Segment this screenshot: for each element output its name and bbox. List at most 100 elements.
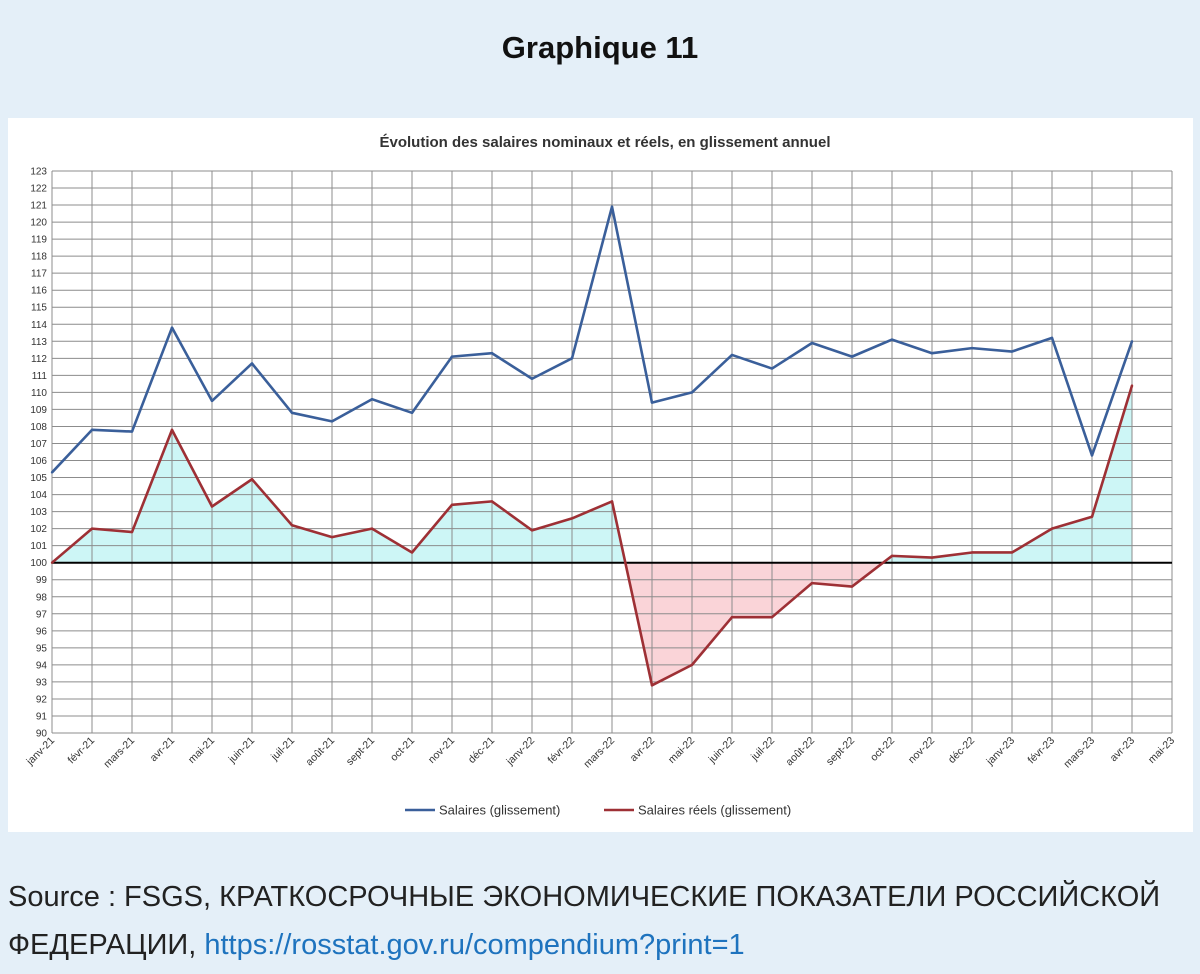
series-1-point <box>1010 350 1014 353</box>
series-2-point <box>250 478 254 481</box>
fill-segment <box>132 429 172 563</box>
chart-title: Évolution des salaires nominaux et réels… <box>380 134 831 151</box>
x-tick-label: juin-21 <box>226 735 258 767</box>
series-2-point <box>850 585 854 588</box>
legend: Salaires (glissement) Salaires réels (gli… <box>405 803 791 818</box>
series-2-point <box>490 500 494 503</box>
series-2-point <box>370 527 374 530</box>
series-1-point <box>890 338 894 341</box>
y-tick-label: 105 <box>30 473 47 484</box>
fill-segment <box>972 552 1012 563</box>
series-2-point <box>530 529 534 532</box>
series-2-point <box>170 428 174 432</box>
y-tick-labels: 90 91 92 93 94 95 96 97 98 99 100 101 102 103 104 105 10… <box>30 167 47 740</box>
series-1-point <box>610 205 614 208</box>
fill-segment <box>252 479 292 563</box>
series-1-point <box>170 326 174 329</box>
series-1-point <box>850 355 854 358</box>
y-tick-label: 121 <box>30 201 47 212</box>
fill-segment <box>532 518 572 563</box>
x-tick-label: avr-22 <box>628 735 658 765</box>
source-note: Source : FSGS, КРАТКОСРОЧНЫЕ ЭКОНОМИЧЕСК… <box>8 873 1188 969</box>
grid-lines <box>51 170 1173 734</box>
x-tick-label: mars-22 <box>581 735 617 771</box>
x-tick-label: juin-22 <box>706 735 738 767</box>
series-1-point <box>410 411 414 415</box>
fill-segment <box>772 562 812 618</box>
series-1-point <box>930 352 934 355</box>
y-tick-label: 107 <box>30 439 47 450</box>
x-tick-label: juil-22 <box>748 735 777 764</box>
series-2-point <box>210 505 214 508</box>
series-1-point <box>690 391 694 394</box>
fill-areas <box>52 385 1132 686</box>
chart-heading: Graphique 11 <box>501 30 699 65</box>
y-tick-label: 90 <box>36 729 48 740</box>
y-tick-label: 106 <box>30 456 47 467</box>
series-1-point <box>730 353 734 357</box>
series-2-point <box>330 535 334 539</box>
y-tick-label: 97 <box>36 609 48 620</box>
y-tick-label: 101 <box>30 541 47 552</box>
series-2-point <box>1010 551 1014 554</box>
series-1-point <box>450 355 454 358</box>
y-tick-label: 104 <box>30 490 47 501</box>
y-tick-label: 123 <box>30 167 47 178</box>
series-1-point <box>650 401 654 404</box>
y-tick-label: 118 <box>31 252 47 263</box>
x-tick-label: oct-22 <box>868 735 897 764</box>
fill-segment <box>572 501 612 563</box>
series-1-point <box>1090 454 1094 457</box>
y-tick-label: 96 <box>36 626 48 637</box>
series-line-1 <box>51 205 1134 474</box>
series-1-point <box>530 377 534 380</box>
series-1-point <box>250 362 254 365</box>
y-tick-label: 109 <box>30 405 47 416</box>
x-tick-label: mars-23 <box>1061 735 1097 771</box>
series-line-2 <box>51 385 1134 687</box>
x-tick-label: juil-21 <box>268 735 297 764</box>
series-2-point <box>970 551 974 554</box>
chart-panel: Évolution des salaires nominaux et réels… <box>8 118 1193 832</box>
fill-segment <box>452 501 492 563</box>
y-tick-label: 112 <box>31 354 47 365</box>
series-2-point <box>1050 527 1054 530</box>
y-tick-label: 114 <box>31 320 47 331</box>
x-tick-label: janv-23 <box>984 735 1018 769</box>
series-1-point <box>330 420 334 423</box>
x-tick-label: sept-21 <box>344 735 377 768</box>
y-tick-label: 113 <box>31 337 47 348</box>
series-2-point <box>690 663 694 667</box>
series-1-point <box>210 399 214 403</box>
y-tick-label: 93 <box>36 677 48 688</box>
x-tick-label: mars-21 <box>101 735 137 771</box>
y-tick-label: 120 <box>30 218 47 229</box>
y-tick-label: 117 <box>31 269 47 280</box>
fill-segment <box>812 562 852 587</box>
y-tick-label: 111 <box>32 371 48 382</box>
series-lines <box>50 205 1134 687</box>
y-tick-label: 100 <box>30 558 47 569</box>
source-link[interactable]: https://rosstat.gov.ru/compendium?print=… <box>204 929 745 961</box>
series-1-point <box>130 430 134 433</box>
fill-segment <box>652 562 692 686</box>
x-tick-label: févr-22 <box>546 735 578 767</box>
y-tick-label: 122 <box>30 184 47 195</box>
x-tick-labels: janv-21 févr-21 mars-21 avr-21 mai-21 juin-21… <box>24 735 1178 771</box>
y-tick-label: 99 <box>36 575 48 586</box>
series-1-point <box>970 346 974 350</box>
x-tick-label: mai-22 <box>666 735 697 766</box>
series-1-point <box>50 471 54 474</box>
series-2-point <box>810 581 814 585</box>
x-tick-label: déc-21 <box>466 735 497 766</box>
fill-segment <box>1092 385 1132 563</box>
series-2-point <box>650 684 654 687</box>
series-1-point <box>370 398 374 401</box>
series-1-point <box>810 341 814 345</box>
y-tick-label: 95 <box>36 643 48 654</box>
series-1-point <box>1050 336 1054 340</box>
x-tick-label: août-22 <box>783 735 817 769</box>
y-tick-label: 103 <box>30 507 47 518</box>
x-tick-label: févr-21 <box>66 735 98 767</box>
x-tick-label: nov-21 <box>426 735 457 766</box>
